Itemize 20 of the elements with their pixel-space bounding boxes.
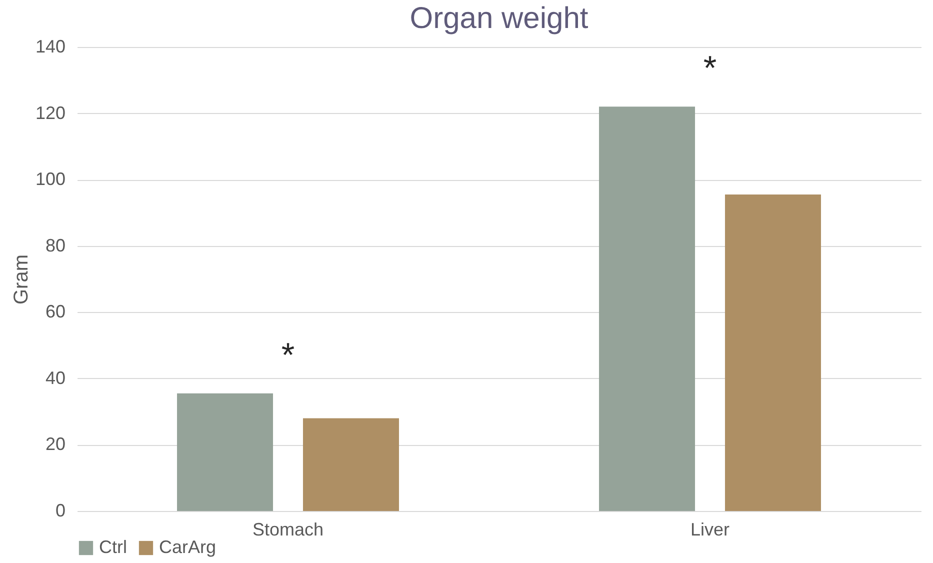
y-tick-label: 140 [35,36,66,56]
y-axis-title: Gram [10,254,32,304]
bar [302,418,399,511]
legend-label: Ctrl [99,537,127,557]
bar [599,106,696,511]
y-tick-label: 60 [45,302,66,322]
y-tick-label: 100 [35,169,66,190]
annotation: * [703,50,717,88]
y-tick-label: 0 [55,500,66,520]
y-tick-label: 20 [45,434,66,454]
x-tick-label: Stomach [252,520,324,540]
y-tick-label: 80 [45,235,66,256]
bar [177,393,274,511]
bar [724,194,821,511]
y-tick-label: 40 [45,368,66,388]
legend-label: CarArg [159,537,216,557]
x-tick-label: Liver [690,520,730,540]
y-tick-label: 120 [35,102,66,123]
annotation: * [281,336,295,374]
chart-title: Organ weight [410,2,589,35]
